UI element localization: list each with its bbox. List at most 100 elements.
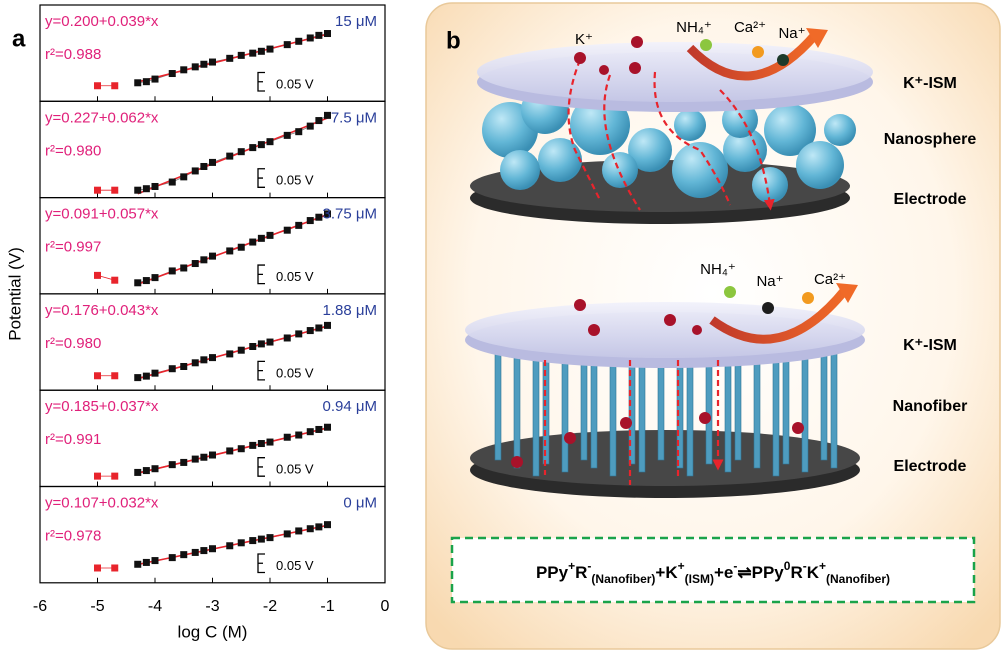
r-squared: r²=0.980 xyxy=(45,142,101,159)
ion-label: Na⁺ xyxy=(778,25,805,42)
data-point xyxy=(283,334,291,342)
data-point xyxy=(266,231,274,239)
scale-bar-label: 0.05 V xyxy=(276,76,314,91)
data-point xyxy=(295,527,303,535)
data-point xyxy=(180,173,188,181)
ion-label: Ca²⁺ xyxy=(814,271,846,288)
layer-label: K⁺-ISM xyxy=(903,337,957,354)
data-point xyxy=(283,131,291,139)
data-point xyxy=(94,372,101,380)
nanosphere xyxy=(602,152,638,188)
k-ion xyxy=(599,65,609,75)
equation-part: (ISM) xyxy=(685,572,714,586)
data-point xyxy=(306,525,314,533)
data-point xyxy=(94,82,101,90)
nanosphere xyxy=(628,128,672,172)
ca-ion xyxy=(802,292,814,304)
ism-membrane xyxy=(477,42,873,102)
equation-part: R xyxy=(790,563,802,582)
x-tick-label: 0 xyxy=(381,598,390,615)
data-point xyxy=(306,327,314,335)
r-squared: r²=0.997 xyxy=(45,239,101,256)
fit-equation: y=0.227+0.062*x xyxy=(45,109,159,126)
data-point xyxy=(237,445,245,453)
data-point xyxy=(249,49,257,57)
data-point xyxy=(283,433,291,441)
k-ion xyxy=(564,432,576,444)
data-point xyxy=(134,79,142,87)
data-point xyxy=(226,447,234,455)
data-point xyxy=(226,542,234,550)
data-point xyxy=(180,362,188,370)
arrow-head xyxy=(806,28,828,48)
nanofiber xyxy=(734,350,742,461)
data-point xyxy=(151,75,159,83)
data-point xyxy=(257,440,265,448)
data-point xyxy=(226,152,234,160)
data-point xyxy=(237,243,245,251)
data-point xyxy=(134,186,142,194)
nanofiber xyxy=(801,350,809,473)
data-point xyxy=(111,564,119,572)
k-ion xyxy=(629,62,641,74)
x-tick-label: -2 xyxy=(263,598,277,615)
data-point xyxy=(168,461,176,469)
equation-part: + xyxy=(819,559,826,573)
na-ion xyxy=(777,54,789,66)
data-point xyxy=(209,545,216,553)
x-tick-label: -4 xyxy=(148,598,162,615)
mechanism-diagram: b K⁺ NH₄⁺ Ca²⁺ Na⁺ K⁺-ISM Nanosphere Ele… xyxy=(425,2,1001,650)
data-point xyxy=(283,530,291,538)
k-ion xyxy=(574,52,586,64)
arrow-head xyxy=(836,283,858,303)
data-point xyxy=(315,523,323,531)
nanofiber xyxy=(494,344,502,461)
data-point xyxy=(180,458,188,466)
data-point xyxy=(324,423,331,431)
y-axis-label: Potential (V) xyxy=(5,247,24,341)
fit-equation: y=0.176+0.043*x xyxy=(45,302,159,319)
data-point xyxy=(306,428,314,436)
data-point xyxy=(191,548,199,556)
nanosphere xyxy=(752,167,788,203)
scale-bar-label: 0.05 V xyxy=(276,365,314,380)
data-point xyxy=(257,535,265,543)
data-point xyxy=(266,45,274,53)
concentration: 1.88 μM xyxy=(323,302,378,319)
k-ion xyxy=(574,299,586,311)
data-point xyxy=(266,438,274,446)
data-point xyxy=(237,346,245,354)
layer-label: K⁺-ISM xyxy=(903,75,957,92)
scale-bar-label: 0.05 V xyxy=(276,462,314,477)
data-point xyxy=(94,186,101,194)
layer-label: Nanosphere xyxy=(884,131,977,148)
data-point xyxy=(134,374,142,382)
data-point xyxy=(249,144,257,152)
nanosphere xyxy=(722,102,758,138)
ion-label: NH₄⁺ xyxy=(700,261,736,278)
rejection-arrow xyxy=(686,32,819,81)
data-point xyxy=(295,37,303,45)
data-point xyxy=(315,425,323,433)
layer-label: Electrode xyxy=(894,458,967,475)
equation-part: - xyxy=(587,559,591,573)
data-point xyxy=(168,554,176,562)
data-point xyxy=(180,264,188,272)
data-point xyxy=(249,537,257,545)
data-point xyxy=(111,82,119,90)
k-ion xyxy=(588,324,600,336)
data-point xyxy=(168,70,176,78)
data-point xyxy=(94,564,101,572)
scale-bar xyxy=(257,360,265,381)
ion-label: Ca²⁺ xyxy=(734,19,766,36)
data-point xyxy=(94,472,101,480)
nanofiber xyxy=(513,350,521,469)
x-tick-label: -1 xyxy=(320,598,334,615)
x-tick-label: -3 xyxy=(205,598,219,615)
equation-part: + xyxy=(568,559,575,573)
concentration: 0.94 μM xyxy=(323,398,378,415)
data-point xyxy=(283,226,291,234)
data-point xyxy=(111,186,119,194)
data-point xyxy=(209,451,216,459)
data-point xyxy=(200,356,208,364)
